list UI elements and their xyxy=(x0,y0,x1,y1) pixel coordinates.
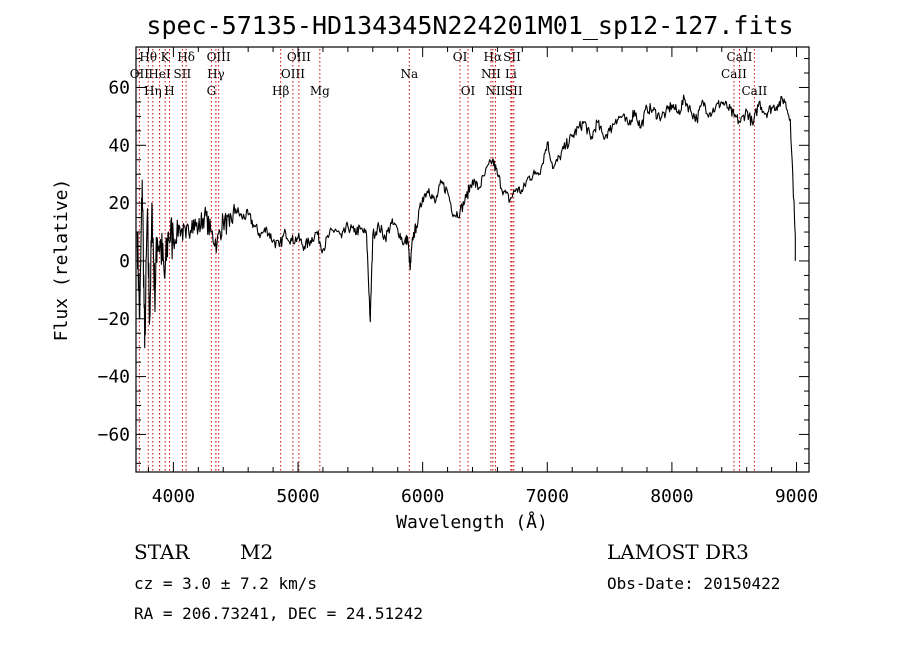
y-tick-label-0: −60 xyxy=(97,424,130,445)
axis-ticks: 4000 5000 6000 7000 8000 9000 −60 −40 −20 0 20 40 60 xyxy=(97,47,818,507)
spectral-line-label-0: Hθ xyxy=(139,50,157,64)
spectral-line-label-8: Hγ xyxy=(207,67,225,81)
x-tick-label-5: 9000 xyxy=(775,486,818,507)
coordinates: RA = 206.73241, DEC = 24.51242 xyxy=(134,604,423,623)
y-tick-label-3: 0 xyxy=(119,251,130,272)
spectral-line-label-21: Li xyxy=(505,67,517,81)
spectral-line-label-5: H xyxy=(164,84,174,98)
spectral-line-label-23: SII xyxy=(505,84,523,98)
x-tick-label-0: 4000 xyxy=(152,486,195,507)
plot-frame xyxy=(135,46,810,473)
spectral-line-label-17: OI xyxy=(461,84,476,98)
y-tick-label-5: 40 xyxy=(108,135,130,156)
x-tick-label-2: 6000 xyxy=(401,486,444,507)
x-tick-label-1: 5000 xyxy=(276,486,319,507)
spectral-line-label-2: Hη xyxy=(144,84,162,98)
redshift-info: cz = 3.0 ± 7.2 km/s xyxy=(134,574,317,593)
x-tick-label-3: 7000 xyxy=(526,486,569,507)
survey-name: LAMOST DR3 xyxy=(607,540,749,564)
spectrum-series xyxy=(136,94,796,349)
y-tick-label-6: 60 xyxy=(108,77,130,98)
x-tick-label-4: 8000 xyxy=(650,486,693,507)
spectral-line-label-14: Mg xyxy=(310,84,330,98)
spectral-line-label-15: Na xyxy=(400,67,418,81)
spectral-line-label-7: Hδ xyxy=(177,50,195,64)
obs-date: Obs-Date: 20150422 xyxy=(607,574,780,593)
spectral-line-label-4: K xyxy=(161,50,171,64)
object-subclass: M2 xyxy=(240,540,273,564)
spectral-line-label-26: CaII xyxy=(741,84,767,98)
spectral-line-label-22: SII xyxy=(503,50,521,64)
spectral-line-label-13: OIII xyxy=(287,50,311,64)
spectral-line-markers: HθOIIHηHeIKHSIIHδHγGOIIIHβOIIIOIIIMgNaOI… xyxy=(130,49,768,472)
x-axis-label: Wavelength (Å) xyxy=(396,511,548,533)
spectral-line-label-19: NII xyxy=(481,67,501,81)
spectral-line-label-24: CaII xyxy=(721,67,747,81)
y-tick-label-4: 20 xyxy=(108,193,130,214)
spectral-line-label-10: OIII xyxy=(207,50,231,64)
spectral-line-label-20: NII xyxy=(485,84,505,98)
object-class: STAR xyxy=(134,540,190,564)
spectral-line-label-25: CaII xyxy=(727,50,753,64)
spectral-line-label-18: Hα xyxy=(484,50,503,64)
y-tick-label-1: −40 xyxy=(97,367,130,388)
y-tick-label-2: −20 xyxy=(97,309,130,330)
spectral-line-label-1: OII xyxy=(130,67,150,81)
spectral-line-label-3: HeI xyxy=(148,67,171,81)
spectral-line-label-12: OIII xyxy=(281,67,305,81)
spectral-line-label-9: G xyxy=(207,84,217,98)
y-axis-label: Flux (relative) xyxy=(51,179,72,342)
spectral-line-label-11: Hβ xyxy=(272,84,289,98)
spectral-line-label-6: SII xyxy=(174,67,192,81)
spectral-line-label-16: OI xyxy=(453,50,468,64)
spectrum-line xyxy=(136,94,796,349)
chart-title: spec-57135-HD134345N224201M01_sp12-127.f… xyxy=(146,11,793,40)
